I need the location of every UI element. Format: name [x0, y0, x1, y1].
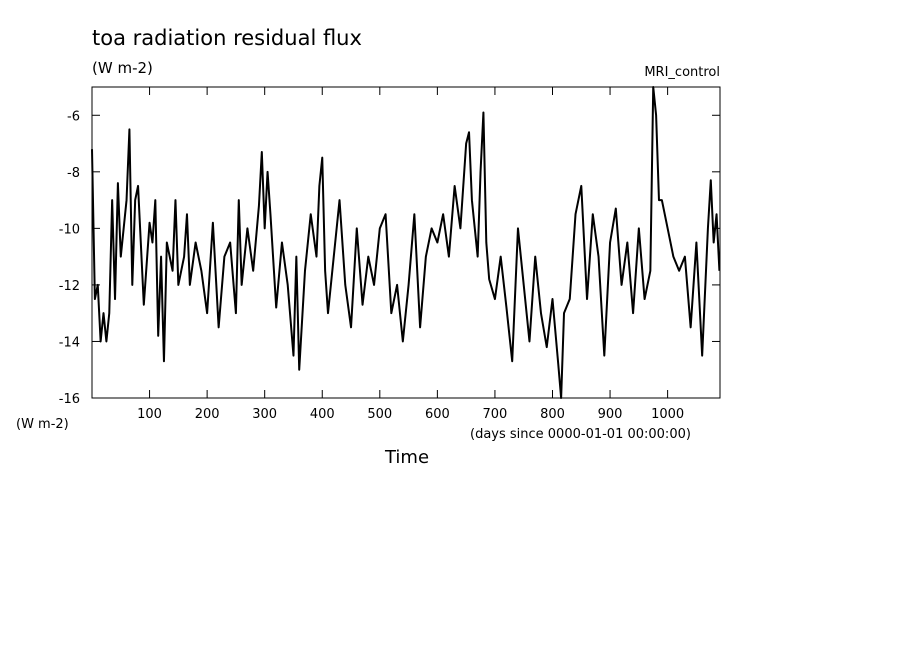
x-tick-label: 600	[425, 407, 450, 422]
x-tick-label: 400	[310, 407, 335, 422]
x-axis-label: Time	[384, 447, 429, 468]
y-tick-label: -12	[59, 279, 80, 294]
x-tick-label: 500	[367, 407, 392, 422]
x-units: (days since 0000-01-01 00:00:00)	[470, 427, 691, 442]
y-tick-label: -16	[59, 392, 80, 407]
x-tick-label: 300	[252, 407, 277, 422]
annotation: MRI_control	[644, 65, 720, 80]
x-tick-label: 1000	[651, 407, 684, 422]
y-tick-label: -6	[67, 109, 80, 124]
y-units: (W m-2)	[16, 417, 69, 432]
x-tick-label: 100	[137, 407, 162, 422]
x-tick-label: 900	[598, 407, 623, 422]
y-tick-label: -10	[59, 222, 80, 237]
y-tick-label: -8	[67, 166, 80, 181]
plot-frame	[91, 86, 721, 399]
chart-title: toa radiation residual flux	[92, 26, 362, 50]
y-tick-label: -14	[59, 335, 80, 350]
x-tick-label: 700	[483, 407, 508, 422]
x-tick-label: 200	[195, 407, 220, 422]
chart-subtitle: (W m-2)	[92, 59, 153, 77]
x-tick-label: 800	[540, 407, 565, 422]
data-line	[91, 86, 721, 399]
